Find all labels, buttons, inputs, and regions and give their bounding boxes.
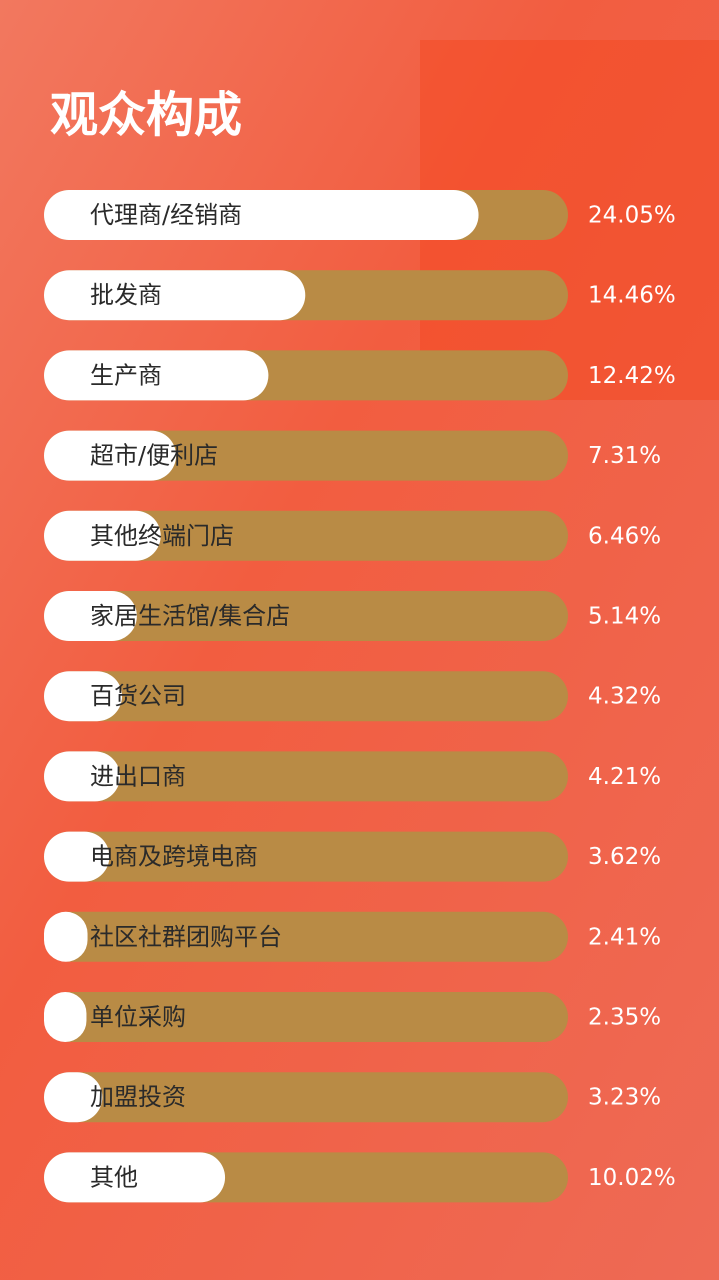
category-label: 百货公司 bbox=[90, 682, 186, 710]
bar-track bbox=[44, 1072, 568, 1123]
bar bbox=[44, 350, 269, 401]
value-label: 3.62% bbox=[588, 844, 661, 870]
category-label: 家居生活馆/集合店 bbox=[90, 602, 290, 630]
value-label: 4.32% bbox=[588, 684, 661, 710]
bar-track bbox=[44, 510, 568, 561]
bar bbox=[44, 270, 306, 321]
bar bbox=[44, 911, 88, 962]
bar-track bbox=[44, 751, 568, 802]
value-label: 14.46% bbox=[588, 283, 676, 309]
bar-track bbox=[44, 831, 568, 882]
category-label: 社区社群团购平台 bbox=[90, 923, 282, 951]
bar bbox=[44, 1152, 226, 1203]
bar-track bbox=[44, 992, 568, 1042]
bar-track bbox=[44, 430, 568, 481]
category-label: 生产商 bbox=[90, 361, 162, 389]
category-label: 超市/便利店 bbox=[90, 442, 218, 470]
bar bbox=[44, 992, 87, 1042]
category-label: 其他终端门店 bbox=[90, 522, 234, 550]
category-label: 单位采购 bbox=[90, 1003, 186, 1031]
value-label: 2.41% bbox=[588, 924, 661, 950]
value-label: 2.35% bbox=[588, 1005, 661, 1031]
bar bbox=[44, 190, 479, 240]
category-label: 加盟投资 bbox=[90, 1083, 186, 1111]
category-label: 电商及跨境电商 bbox=[90, 843, 258, 871]
chart-title: 观众构成 bbox=[50, 87, 242, 143]
value-label: 6.46% bbox=[588, 523, 661, 549]
bar-track bbox=[44, 591, 568, 641]
bar bbox=[44, 1072, 103, 1123]
bar bbox=[44, 751, 121, 802]
bar bbox=[44, 591, 137, 641]
bar bbox=[44, 510, 161, 561]
value-label: 3.23% bbox=[588, 1085, 661, 1111]
category-label: 其他 bbox=[90, 1163, 138, 1191]
bar-track bbox=[44, 671, 568, 722]
value-label: 4.21% bbox=[588, 764, 661, 790]
bar-track bbox=[44, 911, 568, 962]
bar bbox=[44, 430, 177, 481]
value-label: 12.42% bbox=[588, 363, 676, 389]
value-label: 24.05% bbox=[588, 203, 676, 229]
value-label: 7.31% bbox=[588, 443, 661, 469]
category-label: 批发商 bbox=[90, 281, 162, 309]
value-label: 5.14% bbox=[588, 604, 661, 630]
category-label: 进出口商 bbox=[90, 762, 186, 790]
value-label: 10.02% bbox=[588, 1165, 676, 1191]
bar bbox=[44, 831, 110, 882]
category-label: 代理商/经销商 bbox=[90, 201, 242, 229]
bar bbox=[44, 671, 123, 722]
